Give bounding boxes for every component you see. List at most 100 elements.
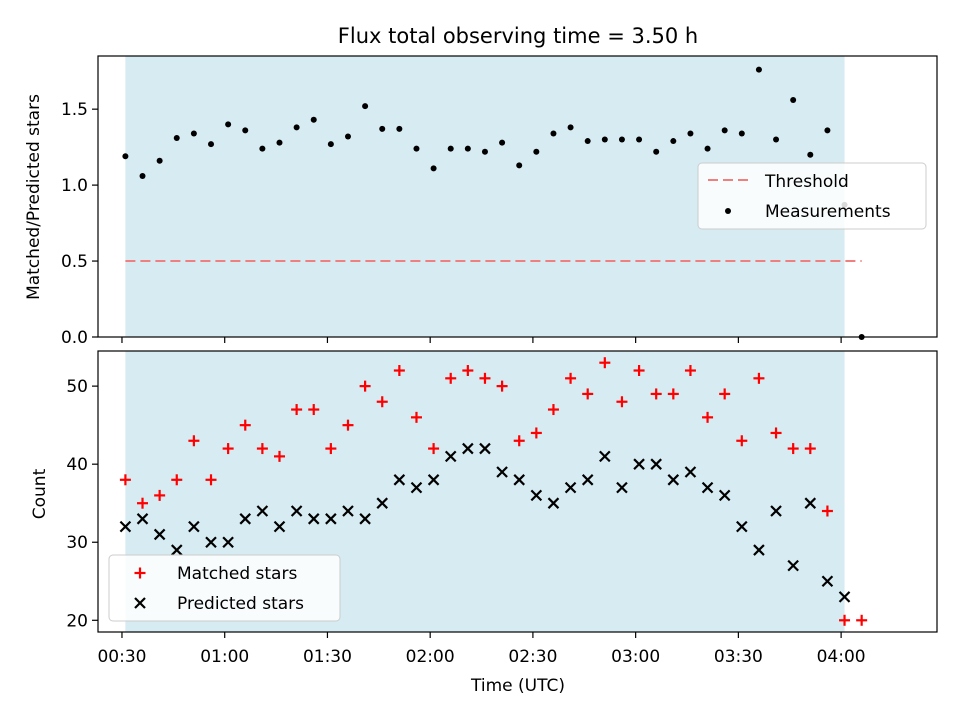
top-y-axis-label: Matched/Predicted stars <box>24 94 44 300</box>
predicted-star-point <box>530 489 543 502</box>
x-tick-label: 02:00 <box>406 647 455 667</box>
measurement-point <box>601 136 608 143</box>
matched-star-point <box>804 443 816 455</box>
x-b <box>256 505 269 517</box>
x-b <box>393 474 406 486</box>
x-b <box>427 474 440 486</box>
measurement-point <box>790 97 797 104</box>
measurement-point <box>225 121 232 128</box>
predicted-star-point <box>342 505 354 517</box>
x-b <box>342 505 354 517</box>
predicted-star-point <box>170 544 183 556</box>
measurement-point <box>122 153 129 160</box>
measurement-point <box>773 136 780 143</box>
legend-threshold-label: Threshold <box>764 172 849 192</box>
legend-measurement-label: Measurements <box>765 202 891 222</box>
measurement-point <box>396 125 403 132</box>
measurement-point <box>276 139 283 146</box>
y-tick-label: 50 <box>66 377 88 397</box>
x-b <box>239 513 252 525</box>
predicted-star-point <box>804 497 817 509</box>
x-b <box>804 497 817 509</box>
predicted-star-point <box>787 559 799 572</box>
measurement-point <box>738 130 745 137</box>
measurement-point <box>516 162 523 169</box>
measurement-point <box>584 138 591 145</box>
matched-star-point <box>582 388 594 400</box>
predicted-star-point <box>222 536 234 549</box>
x-b <box>222 536 234 549</box>
matched-star-point <box>856 614 868 626</box>
measurement-point <box>156 157 163 164</box>
measurement-point <box>362 103 369 110</box>
x-b <box>136 513 149 525</box>
y-tick-label: 30 <box>66 533 88 553</box>
x-b <box>599 450 611 463</box>
y-tick-label: 0.0 <box>61 328 88 348</box>
predicted-star-point <box>462 442 474 455</box>
predicted-star-point <box>633 458 645 470</box>
matched-star-point <box>530 427 542 439</box>
legend-measurement-swatch <box>725 208 731 214</box>
matched-star-point <box>222 443 234 455</box>
predicted-star-point <box>307 513 320 525</box>
x-b <box>787 559 799 572</box>
x-b <box>736 520 748 533</box>
predicted-star-point <box>667 474 680 486</box>
matched-star-point <box>736 435 748 447</box>
measurement-point <box>824 127 831 134</box>
predicted-star-point <box>513 474 525 486</box>
x-b <box>581 474 594 486</box>
x-tick-label: 01:30 <box>303 647 352 667</box>
x-b <box>684 466 697 478</box>
predicted-star-point <box>599 450 611 463</box>
predicted-star-point <box>736 520 748 533</box>
measurement-point <box>653 148 660 155</box>
x-b <box>838 591 851 603</box>
legend-top: Threshold Measurements <box>697 162 927 230</box>
predicted-star-point <box>153 528 166 541</box>
measurement-point <box>533 148 540 155</box>
measurement-point <box>567 124 574 131</box>
measurement-point <box>704 145 711 152</box>
x-tick-label: 00:30 <box>97 647 146 667</box>
legend-box <box>697 162 927 230</box>
x-b <box>205 536 217 549</box>
y-tick-label: 1.5 <box>61 100 88 120</box>
matched-star-point <box>547 404 559 416</box>
bottom-panel: 20 30 40 50 00:30 01:00 01:30 02:00 02:30 03:00 03… <box>66 350 938 667</box>
measurement-point <box>242 127 249 134</box>
predicted-star-point <box>496 466 508 478</box>
measurement-point <box>379 125 386 132</box>
matched-star-point <box>684 365 696 377</box>
measurement-point <box>687 130 694 137</box>
matched-star-point <box>359 380 371 392</box>
x-b <box>188 520 200 533</box>
matched-star-point <box>393 365 405 377</box>
measurement-point <box>208 141 215 148</box>
legend-matched-label: Matched stars <box>177 564 297 584</box>
measurement-point <box>310 116 317 123</box>
matched-star-point <box>633 365 645 377</box>
x-b <box>325 513 337 525</box>
measurement-point <box>636 136 643 143</box>
matched-star-point <box>119 474 131 486</box>
x-b <box>479 442 491 455</box>
matched-star-point <box>188 435 200 447</box>
x-b <box>616 481 628 494</box>
predicted-star-point <box>753 544 765 556</box>
matched-star-point <box>479 372 491 384</box>
x-b <box>376 497 389 509</box>
predicted-star-point <box>821 575 834 588</box>
predicted-star-point <box>188 520 200 533</box>
matched-star-point <box>428 443 440 455</box>
series-matched-stars <box>119 357 868 626</box>
matched-star-point <box>273 450 285 462</box>
x-b <box>770 505 782 517</box>
measurement-point <box>721 127 728 134</box>
x-tick-label: 04:00 <box>817 647 866 667</box>
matched-star-point <box>410 411 422 423</box>
measurement-point <box>755 66 762 73</box>
measurement-point <box>344 133 351 140</box>
x-tick-label: 03:30 <box>714 647 763 667</box>
